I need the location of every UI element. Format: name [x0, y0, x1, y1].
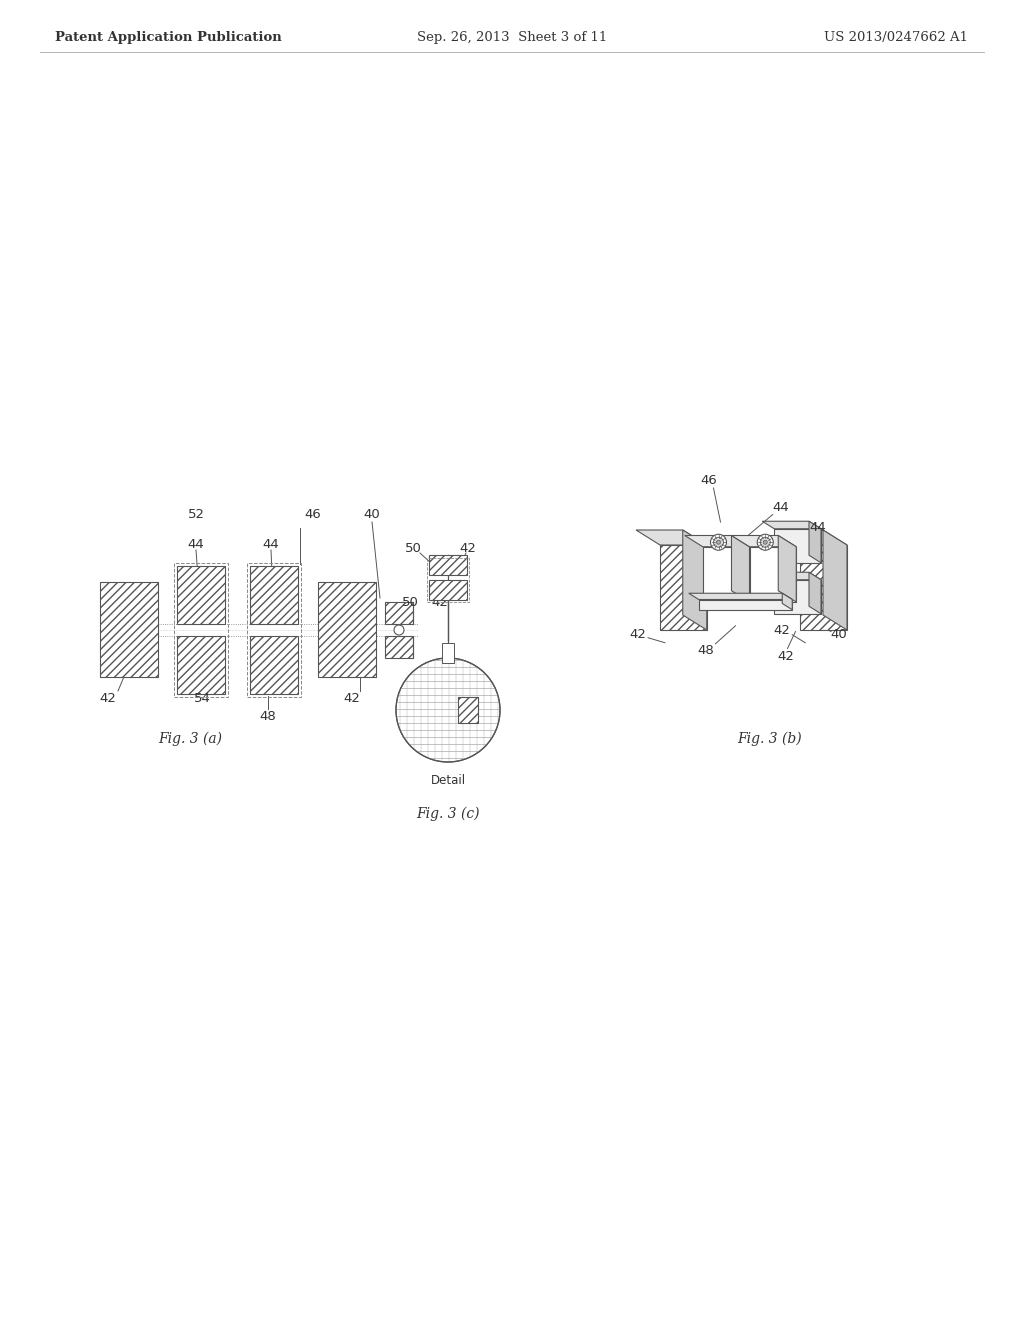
- Polygon shape: [809, 573, 821, 614]
- Text: 40: 40: [830, 628, 848, 642]
- Polygon shape: [778, 536, 797, 602]
- Text: 50: 50: [404, 541, 422, 554]
- Polygon shape: [750, 546, 797, 602]
- Bar: [318, 582, 376, 677]
- Bar: [177, 636, 225, 694]
- Bar: [385, 636, 413, 657]
- Text: 54: 54: [194, 693, 211, 705]
- Bar: [247, 564, 301, 697]
- Text: Patent Application Publication: Patent Application Publication: [55, 30, 282, 44]
- Polygon shape: [800, 545, 847, 630]
- Text: Fig. 3 (a): Fig. 3 (a): [158, 731, 222, 746]
- Bar: [250, 636, 298, 694]
- Polygon shape: [689, 593, 793, 599]
- Bar: [442, 643, 454, 663]
- Text: Sep. 26, 2013  Sheet 3 of 11: Sep. 26, 2013 Sheet 3 of 11: [417, 30, 607, 44]
- Circle shape: [396, 657, 500, 762]
- Text: 48: 48: [260, 710, 276, 722]
- Polygon shape: [809, 521, 821, 562]
- Text: US 2013/0247662 A1: US 2013/0247662 A1: [824, 30, 968, 44]
- Text: Fig. 3 (c): Fig. 3 (c): [416, 807, 480, 821]
- Polygon shape: [731, 536, 797, 546]
- Bar: [427, 558, 469, 602]
- Text: 44: 44: [262, 537, 280, 550]
- Text: 42: 42: [344, 693, 360, 705]
- Polygon shape: [683, 531, 707, 630]
- Bar: [174, 564, 228, 697]
- Circle shape: [758, 535, 773, 550]
- Polygon shape: [636, 531, 707, 545]
- Text: 40: 40: [364, 507, 380, 520]
- Text: 44: 44: [187, 537, 205, 550]
- Text: 42: 42: [460, 541, 476, 554]
- Polygon shape: [762, 521, 821, 529]
- Bar: [429, 554, 467, 576]
- Circle shape: [394, 624, 404, 635]
- Bar: [385, 602, 413, 624]
- Text: 42: 42: [431, 595, 449, 609]
- Bar: [458, 697, 478, 723]
- Text: 48: 48: [697, 644, 714, 657]
- Polygon shape: [774, 579, 821, 614]
- Text: 52: 52: [187, 507, 205, 520]
- Text: 42: 42: [774, 624, 791, 638]
- Polygon shape: [823, 531, 847, 630]
- Polygon shape: [702, 546, 750, 602]
- Polygon shape: [782, 593, 793, 610]
- Bar: [100, 582, 158, 677]
- Text: 42: 42: [99, 693, 117, 705]
- Text: 42: 42: [777, 649, 794, 663]
- Text: 44: 44: [772, 502, 790, 513]
- Bar: [250, 566, 298, 624]
- Polygon shape: [762, 573, 821, 579]
- Text: Fig. 3 (b): Fig. 3 (b): [737, 731, 803, 746]
- Bar: [458, 697, 478, 723]
- Polygon shape: [776, 531, 847, 545]
- Text: 46: 46: [304, 507, 322, 520]
- Bar: [177, 566, 225, 624]
- Polygon shape: [774, 529, 821, 562]
- Bar: [429, 579, 467, 601]
- Text: 42: 42: [630, 628, 646, 642]
- Circle shape: [760, 537, 770, 548]
- Polygon shape: [685, 536, 750, 546]
- Text: 46: 46: [700, 474, 717, 487]
- Text: Detail: Detail: [430, 774, 466, 787]
- Polygon shape: [660, 545, 707, 630]
- Text: 44: 44: [809, 521, 825, 535]
- Circle shape: [717, 540, 721, 544]
- Circle shape: [763, 540, 767, 544]
- Polygon shape: [731, 536, 750, 602]
- Polygon shape: [698, 599, 793, 610]
- Circle shape: [711, 535, 726, 550]
- Circle shape: [714, 537, 724, 548]
- Text: 50: 50: [401, 595, 419, 609]
